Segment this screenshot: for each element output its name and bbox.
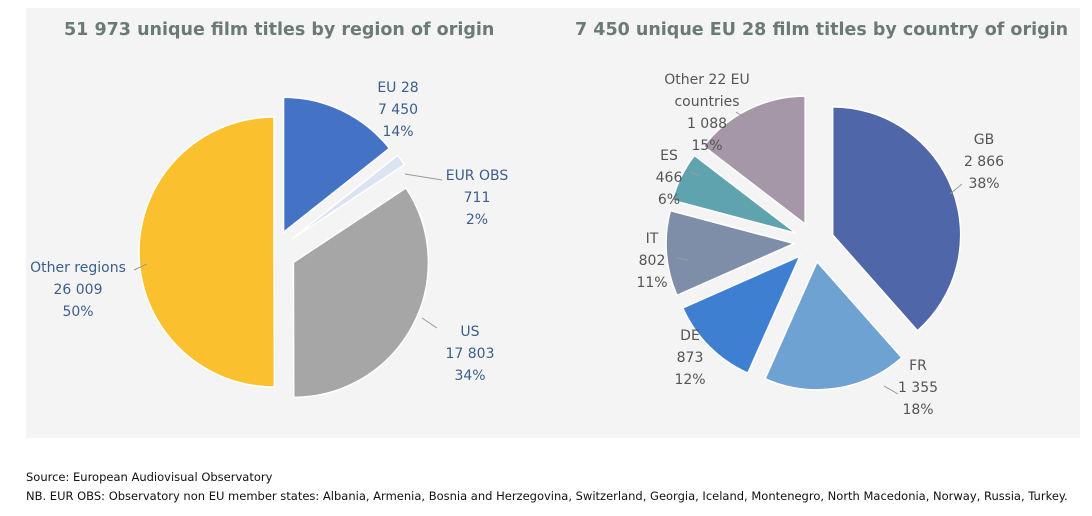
- leader-line: [883, 385, 899, 395]
- pie-slice-es: [671, 154, 797, 234]
- data-label-other-22-eu-countries: Other 22 EU countries 1 088 15%: [664, 72, 750, 154]
- data-label-fr: FR 1 355 18%: [898, 358, 938, 418]
- data-label-es: ES 466 6%: [656, 148, 683, 208]
- data-label-gb: GB 2 866 38%: [964, 132, 1004, 192]
- data-label-other-regions: Other regions 26 009 50%: [30, 260, 126, 320]
- data-label-eu-28: EU 28 7 450 14%: [377, 80, 418, 140]
- pie-slice-de: [681, 254, 802, 375]
- chart-title-country: 7 450 unique EU 28 film titles by countr…: [575, 20, 1069, 40]
- eur-obs-note: NB. EUR OBS: Observatory non EU member s…: [26, 489, 1068, 503]
- pie-slice-eur-obs: [291, 154, 406, 240]
- data-label-de: DE 873 12%: [674, 328, 705, 388]
- leader-line: [421, 317, 438, 329]
- pie-country: [665, 95, 962, 391]
- pie-region: [138, 96, 430, 399]
- pie-slice-eu-28: [282, 96, 391, 234]
- pie-slice-other-22-eu-countries: [702, 95, 806, 226]
- pie-slice-fr: [764, 260, 903, 391]
- leader-line: [949, 183, 963, 195]
- pie-slice-it: [665, 209, 797, 297]
- leader-line: [675, 257, 689, 261]
- leader-line: [689, 171, 701, 177]
- pie-slice-us: [292, 186, 430, 399]
- source-note: Source: European Audiovisual Observatory: [26, 470, 273, 484]
- leader-line: [735, 111, 749, 121]
- data-label-eur-obs: EUR OBS 711 2%: [446, 168, 509, 228]
- leader-line: [404, 173, 443, 181]
- data-label-us: US 17 803 34%: [446, 324, 495, 384]
- pie-slice-other-regions: [138, 116, 276, 388]
- data-label-it: IT 802 11%: [636, 231, 667, 291]
- chart-title-region: 51 973 unique film titles by region of o…: [64, 20, 495, 40]
- pie-slice-gb: [831, 106, 962, 332]
- leader-line: [133, 263, 148, 271]
